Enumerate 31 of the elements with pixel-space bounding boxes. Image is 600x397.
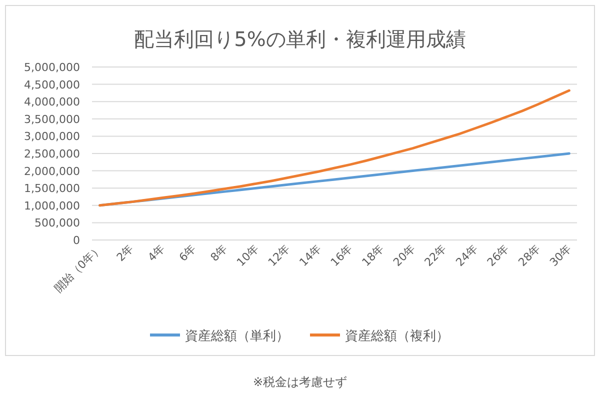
y-tick-label: 4,500,000 — [24, 78, 80, 92]
line-series — [98, 89, 570, 207]
y-tick-label: 2,000,000 — [24, 164, 80, 178]
y-tick-label: 5,000,000 — [24, 61, 80, 74]
x-tick-label: 24年 — [453, 242, 480, 269]
y-tick-label: 3,500,000 — [24, 112, 80, 126]
x-tick-label: 16年 — [328, 242, 356, 269]
y-tick-label: 2,500,000 — [24, 148, 80, 160]
text: ※税金は考慮せず — [252, 375, 348, 389]
x-tick-label: 28年 — [516, 242, 543, 269]
x-tick-label: 20年 — [390, 242, 418, 269]
x-tick-label: 26年 — [484, 242, 512, 269]
x-tick-label: 4年 — [145, 242, 168, 264]
y-tick-label: 3,000,000 — [24, 130, 80, 144]
x-tick-label: 8年 — [208, 242, 230, 264]
legend-label: 資産総額（複利） — [345, 328, 449, 344]
x-tick-label: 6年 — [176, 242, 199, 264]
y-tick-label: 0 — [73, 234, 80, 247]
x-tick-label: 22年 — [422, 242, 449, 269]
chart-title: 配当利回り5%の単利・複利運用成績 — [134, 27, 466, 51]
x-tick-label: 30年 — [547, 242, 574, 269]
y-tick-label: 1,500,000 — [24, 182, 80, 196]
y-tick-label: 500,000 — [34, 216, 80, 230]
x-tick-label: 14年 — [296, 242, 324, 269]
legend-label: 資産総額（単利） — [185, 328, 289, 344]
x-tick-label: 10年 — [234, 242, 262, 269]
x-tick-label: 12年 — [266, 242, 293, 269]
x-tick-label: 18年 — [360, 242, 386, 269]
y-tick-label: 1,000,000 — [24, 199, 80, 212]
y-tick-label: 4,000,000 — [24, 96, 80, 109]
x-tick-label: 2年 — [114, 242, 136, 264]
